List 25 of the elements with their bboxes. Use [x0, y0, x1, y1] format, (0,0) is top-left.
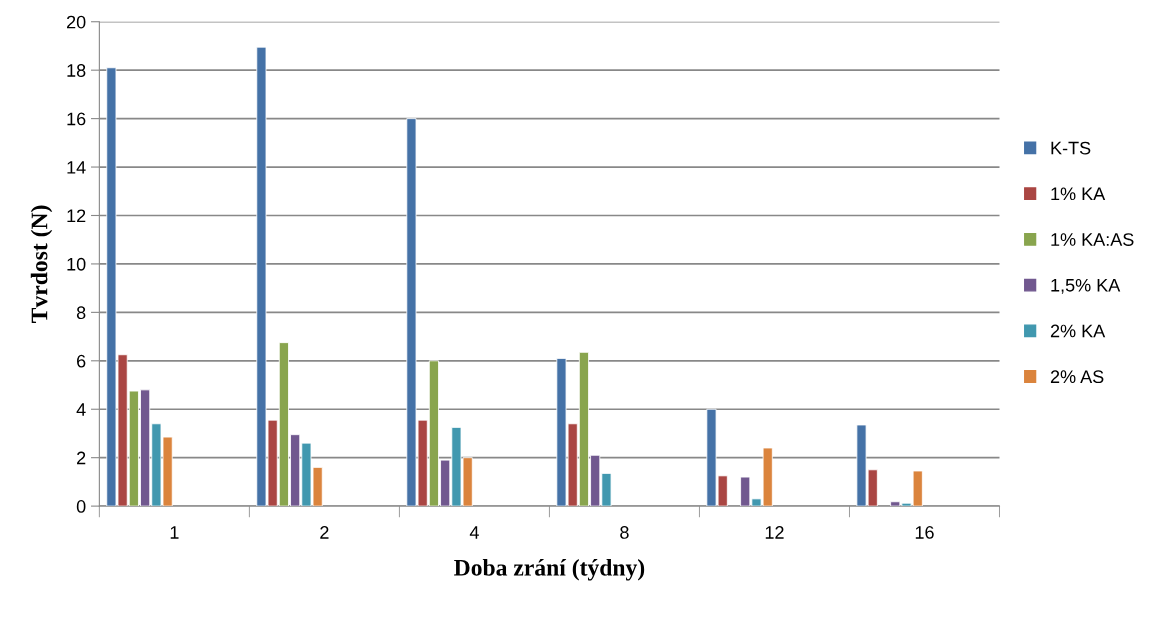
x-tick-label: 1: [170, 526, 179, 539]
y-tick-label: 2: [77, 451, 86, 465]
y-tick-label: 16: [67, 112, 86, 126]
x-axis-title: Doba zrání (týdny): [454, 559, 645, 581]
y-tick-label: 4: [76, 403, 86, 416]
x-tick-label: 2: [320, 526, 329, 539]
y-tick-label: 6: [77, 354, 86, 368]
legend-label: 1,5% KA: [1051, 278, 1121, 294]
x-tick-label: 4: [469, 526, 479, 539]
y-tick-label: 0: [76, 500, 86, 513]
x-tick-label: 12: [765, 526, 784, 539]
x-tick-label: 8: [620, 526, 629, 539]
y-tick-label: 20: [67, 15, 86, 29]
x-tick-label: 16: [915, 526, 934, 539]
y-axis-title: Tvrdost (N): [30, 205, 53, 323]
y-tick-label: 12: [67, 209, 86, 223]
y-tick-label: 18: [67, 64, 86, 77]
legend-label: 2% KA: [1050, 324, 1106, 338]
y-tick-label: 10: [67, 257, 86, 271]
legend-label: 1% KA: [1051, 187, 1106, 201]
legend-label: 1% KA:AS: [1051, 233, 1134, 246]
legend-label: 2% AS: [1050, 370, 1104, 384]
y-tick-label: 14: [67, 161, 86, 174]
y-tick-label: 8: [76, 306, 86, 320]
legend-label: K-TS: [1051, 141, 1091, 155]
